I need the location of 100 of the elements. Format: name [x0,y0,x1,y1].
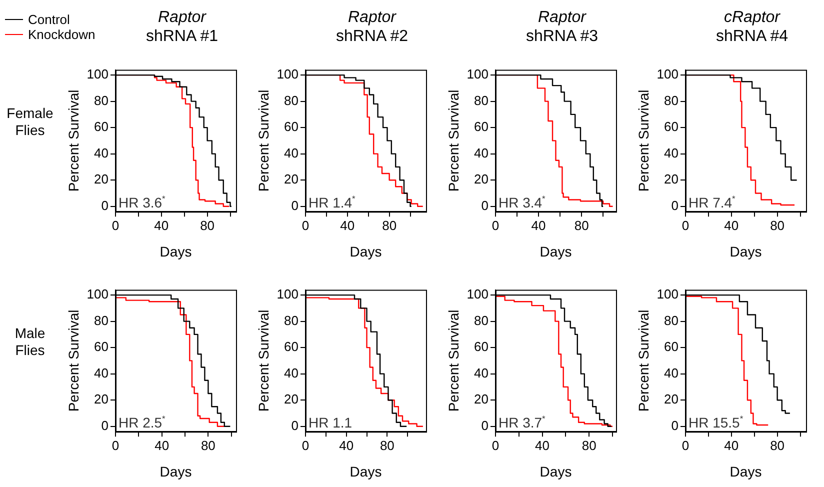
y-tick-label: 20 [664,172,678,187]
y-tick-label: 80 [94,92,108,108]
legend-label: Knockdown [28,27,96,42]
x-axis-title: Days [160,463,192,480]
y-tick-label: 40 [284,145,298,160]
chart-title: Raptor [346,8,398,27]
x-tick-label: 0 [492,438,500,453]
y-tick-label: 60 [474,339,488,354]
annotation: HR 15.5* [688,413,744,431]
y-tick-label: 60 [664,119,678,134]
y-tick-label: 20 [474,392,488,407]
y-tick-label: 20 [474,172,488,187]
x-tick-label: 0 [492,218,500,233]
y-tick-label: 40 [474,365,488,380]
y-tick-label: 40 [474,145,488,160]
y-tick-label: 40 [94,145,108,160]
x-tick-label: 80 [574,218,589,233]
y-tick-label: 100 [86,286,108,302]
annotation: HR 7.4* [688,193,736,211]
annotation: HR 3.7* [498,413,546,431]
x-tick-label: 80 [770,218,785,233]
x-tick-label: 80 [382,218,397,233]
x-axis-title: Days [730,463,762,480]
y-axis-title: Percent Survival [445,310,462,412]
y-tick-label: 40 [664,365,678,380]
x-tick-label: 40 [531,218,546,233]
x-tick-label: 0 [682,438,690,453]
y-axis-title: Percent Survival [635,310,652,412]
y-tick-label: 0 [101,418,108,433]
x-tick-label: 80 [200,218,215,233]
legend-label: Control [28,12,70,27]
chart-title: cRaptor [722,8,782,27]
y-tick-label: 100 [656,66,678,82]
y-tick-label: 20 [94,172,108,187]
y-axis-title: Percent Survival [255,310,272,412]
y-tick-label: 60 [94,339,108,354]
x-tick-label: 40 [724,218,739,233]
y-tick-label: 40 [664,145,678,160]
y-tick-label: 100 [466,286,488,302]
y-axis-title: Percent Survival [65,90,82,192]
y-tick-label: 20 [284,392,298,407]
x-axis-title: Days [350,243,382,260]
y-tick-label: 20 [94,392,108,407]
y-axis-title: Percent Survival [65,310,82,412]
y-tick-label: 80 [474,92,488,108]
y-tick-label: 0 [481,418,488,433]
x-tick-label: 40 [535,438,550,453]
y-tick-label: 20 [284,172,298,187]
x-axis-title: Days [540,243,572,260]
y-tick-label: 80 [284,92,298,108]
x-tick-label: 40 [154,438,170,453]
y-tick-label: 60 [284,339,298,354]
x-tick-label: 40 [724,438,739,453]
x-tick-label: 0 [682,218,690,233]
y-tick-label: 0 [101,198,108,213]
x-tick-label: 80 [200,438,216,453]
y-tick-label: 0 [481,198,488,213]
x-axis-title: Days [350,463,382,480]
chart-subtitle: shRNA #3 [524,27,600,46]
y-tick-label: 100 [276,286,298,302]
x-tick-label: 40 [339,438,354,453]
y-tick-label: 80 [664,312,678,328]
chart-subtitle: shRNA #4 [714,27,790,46]
y-axis-title: Percent Survival [255,90,272,192]
y-tick-label: 60 [94,119,108,134]
chart-subtitle: shRNA #2 [334,27,410,46]
annotation: HR 2.5* [118,413,166,431]
y-tick-label: 80 [474,312,488,328]
x-tick-label: 80 [380,438,394,453]
y-tick-label: 100 [86,66,108,82]
y-tick-label: 80 [94,312,108,328]
y-tick-label: 60 [664,339,678,354]
x-tick-label: 40 [154,218,169,233]
y-tick-label: 40 [94,365,108,380]
y-tick-label: 40 [284,365,298,380]
y-tick-label: 100 [656,286,678,302]
y-tick-label: 0 [291,198,298,213]
y-tick-label: 60 [474,119,488,134]
y-tick-label: 100 [466,66,488,82]
y-tick-label: 80 [664,92,678,108]
x-tick-label: 0 [302,438,310,453]
annotation: HR 3.6* [118,193,166,211]
y-axis-title: Percent Survival [635,90,652,192]
x-axis-title: Days [730,243,762,260]
annotation: HR 1.4* [308,193,356,211]
y-tick-label: 0 [671,418,678,433]
y-tick-label: 0 [291,418,298,433]
y-axis-title: Percent Survival [445,90,462,192]
x-tick-label: 80 [770,438,785,453]
x-axis-title: Days [160,243,192,260]
annotation: HR 1.1 [308,414,352,431]
y-tick-label: 80 [284,312,298,328]
chart-title: Raptor [536,8,588,27]
text: Male Flies [14,325,46,359]
x-tick-label: 40 [340,218,355,233]
x-axis-title: Days [540,463,572,480]
chart-title: Raptor [156,8,208,27]
annotation: HR 3.4* [498,193,546,211]
y-tick-label: 100 [276,66,298,82]
x-tick-label: 0 [112,438,120,453]
